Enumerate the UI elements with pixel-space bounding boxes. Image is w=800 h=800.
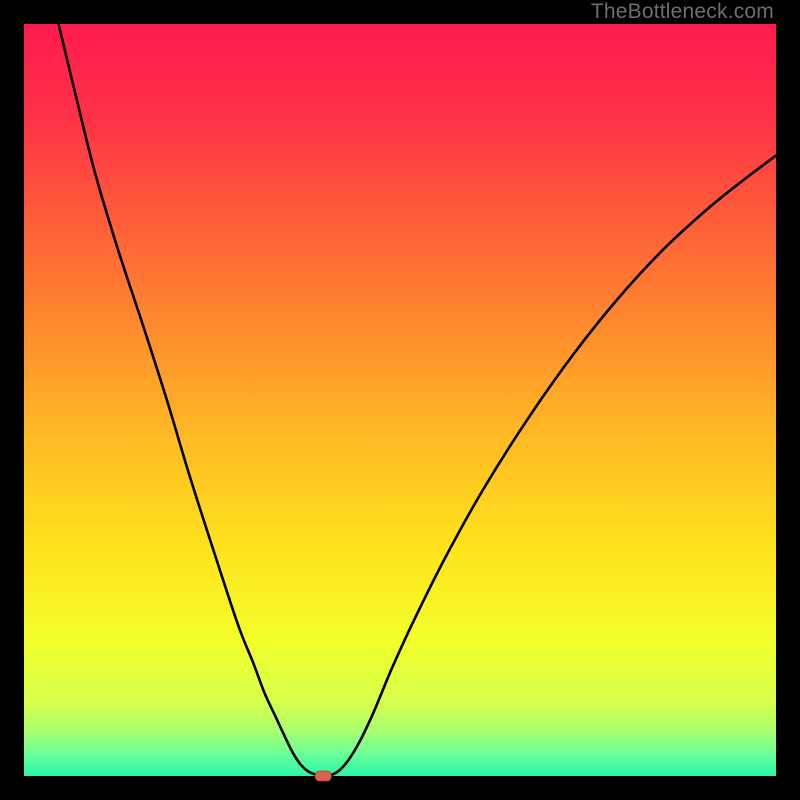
bottleneck-curve <box>59 24 776 776</box>
optimal-point-marker <box>315 771 331 781</box>
plot-area <box>24 24 776 776</box>
watermark-label: TheBottleneck.com <box>591 0 774 24</box>
curve-svg <box>24 24 776 776</box>
chart-frame: TheBottleneck.com <box>0 0 800 800</box>
